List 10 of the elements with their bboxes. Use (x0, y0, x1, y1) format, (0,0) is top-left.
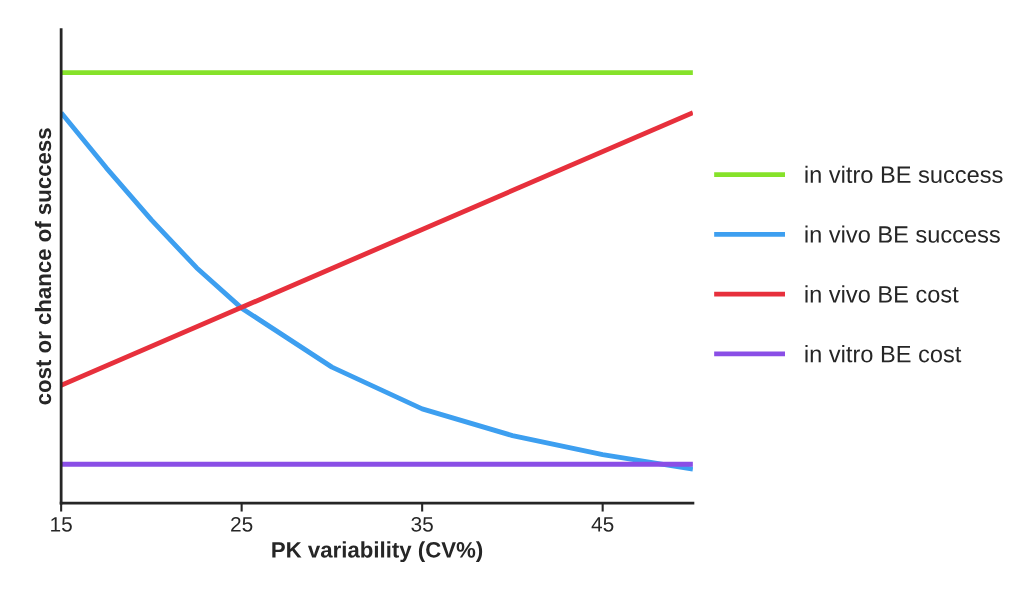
x-axis-title: PK variability (CV%) (272, 541, 483, 563)
x-tick-label: 15 (51, 517, 72, 532)
x-tick-label: 35 (411, 516, 433, 532)
x-tick-label: 25 (231, 516, 253, 532)
y-axis-title: cost or chance of success (34, 128, 52, 405)
legend-label: in vitro BE cost (805, 345, 962, 363)
legend-label: in vivo BE cost (805, 285, 959, 303)
x-tick-label: 45 (591, 517, 614, 532)
legend-label: in vitro BE success (805, 165, 1003, 184)
legend-label: in vivo BE success (805, 225, 1000, 243)
